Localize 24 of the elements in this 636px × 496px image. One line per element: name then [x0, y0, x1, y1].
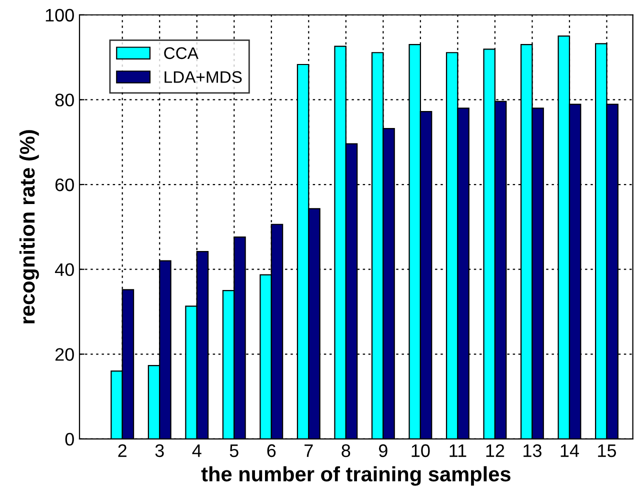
- x-tick-label: 3: [155, 444, 164, 458]
- y-tick-label: 40: [54, 263, 74, 276]
- y-tick-label: 100: [46, 8, 74, 22]
- x-axis-title: the number of training samples: [201, 466, 510, 486]
- x-tick-label: 7: [304, 444, 313, 457]
- x-tick-label: 14: [560, 444, 579, 457]
- y-tick-label: 60: [55, 178, 74, 192]
- x-tick-label: 8: [342, 444, 350, 458]
- x-tick-label: 6: [267, 444, 276, 458]
- legend-label: CCA: [164, 47, 198, 60]
- x-tick-label: 10: [412, 444, 430, 458]
- x-tick-label: 9: [379, 444, 388, 458]
- x-tick-label: 11: [450, 444, 466, 457]
- legend-label: LDA+MDS: [164, 71, 242, 83]
- x-tick-label: 12: [486, 444, 504, 457]
- x-tick-label: 4: [192, 444, 202, 457]
- y-tick-label: 0: [65, 432, 74, 446]
- y-axis-title: recognition rate (%): [19, 130, 39, 324]
- y-tick-label: 80: [55, 94, 74, 106]
- x-tick-label: 2: [118, 444, 126, 457]
- x-tick-label: 5: [230, 444, 238, 458]
- x-tick-label: 15: [598, 444, 616, 458]
- y-tick-label: 20: [55, 348, 74, 361]
- x-tick-label: 13: [524, 444, 542, 458]
